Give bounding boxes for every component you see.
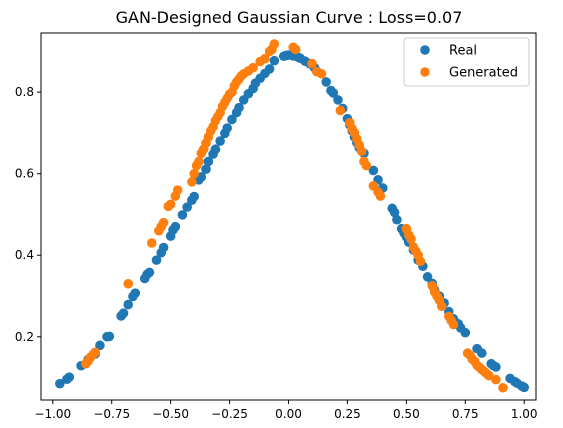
data-point bbox=[215, 136, 225, 146]
data-point bbox=[165, 199, 176, 210]
legend: Real Generated bbox=[403, 37, 530, 87]
data-point bbox=[203, 156, 214, 167]
data-point bbox=[123, 299, 134, 310]
data-point bbox=[476, 348, 487, 358]
y-axis: 0.2 0.4 0.6 0.8 bbox=[15, 85, 41, 344]
data-point bbox=[406, 234, 416, 244]
data-point bbox=[333, 95, 343, 105]
data-point bbox=[328, 88, 339, 98]
data-point bbox=[95, 340, 105, 351]
x-tick-label: 0.25 bbox=[334, 407, 361, 421]
data-point bbox=[448, 319, 459, 330]
data-point bbox=[260, 53, 270, 64]
series-real bbox=[55, 50, 530, 393]
data-point bbox=[146, 238, 157, 248]
data-point bbox=[460, 327, 471, 338]
data-point bbox=[321, 77, 332, 87]
data-point bbox=[248, 62, 258, 73]
x-tick-label: −0.25 bbox=[211, 407, 248, 421]
data-point bbox=[118, 308, 129, 318]
data-point bbox=[269, 55, 280, 66]
legend-marker bbox=[420, 67, 430, 77]
data-point bbox=[356, 146, 367, 157]
plot-points bbox=[55, 39, 530, 393]
data-point bbox=[172, 185, 183, 195]
data-point bbox=[484, 370, 494, 381]
data-point bbox=[182, 202, 192, 212]
data-point bbox=[436, 301, 447, 312]
data-point bbox=[64, 372, 75, 382]
data-point bbox=[90, 347, 101, 358]
data-point bbox=[222, 123, 233, 133]
data-point bbox=[389, 207, 400, 218]
data-point bbox=[55, 378, 65, 389]
x-tick-label: −1.00 bbox=[34, 407, 71, 421]
data-point bbox=[227, 114, 237, 125]
data-point bbox=[123, 278, 134, 289]
data-point bbox=[234, 102, 244, 113]
data-point bbox=[194, 156, 204, 167]
chart-title: GAN-Designed Gaussian Curve : Loss=0.07 bbox=[116, 8, 463, 27]
data-point bbox=[415, 256, 426, 267]
data-point bbox=[316, 68, 327, 79]
data-point bbox=[130, 288, 141, 298]
data-point bbox=[498, 382, 508, 393]
x-tick-label: −0.50 bbox=[152, 407, 189, 421]
data-point bbox=[158, 217, 169, 228]
data-point bbox=[170, 221, 181, 232]
x-axis: −1.00 −0.75 −0.50 −0.25 0.00 0.25 0.50 0.75 1.00 bbox=[34, 400, 538, 421]
data-point bbox=[269, 39, 280, 49]
data-point bbox=[151, 255, 162, 265]
data-point bbox=[104, 331, 115, 342]
data-point bbox=[361, 160, 372, 171]
data-point bbox=[290, 44, 301, 55]
data-point bbox=[177, 210, 188, 220]
plot-frame bbox=[40, 32, 537, 401]
data-point bbox=[210, 144, 221, 155]
data-point bbox=[307, 58, 317, 69]
series-generated bbox=[80, 39, 508, 393]
data-point bbox=[158, 242, 169, 253]
x-tick-label: 1.00 bbox=[511, 407, 538, 421]
data-point bbox=[335, 105, 346, 116]
x-tick-label: −0.75 bbox=[93, 407, 130, 421]
data-point bbox=[392, 214, 402, 225]
legend-box bbox=[403, 37, 530, 87]
data-point bbox=[201, 164, 211, 174]
y-tick-label: 0.8 bbox=[15, 85, 34, 99]
y-tick-label: 0.2 bbox=[15, 330, 34, 344]
data-point bbox=[189, 191, 200, 202]
data-point bbox=[187, 177, 197, 187]
y-tick-label: 0.4 bbox=[15, 248, 34, 262]
x-tick-label: 0.50 bbox=[393, 407, 420, 421]
data-point bbox=[144, 267, 155, 278]
legend-label: Generated bbox=[449, 66, 518, 81]
data-point bbox=[368, 165, 379, 176]
x-tick-label: 0.00 bbox=[275, 407, 302, 421]
x-tick-label: 0.75 bbox=[452, 407, 479, 421]
data-point bbox=[519, 382, 530, 393]
y-tick-label: 0.6 bbox=[15, 167, 34, 181]
legend-label: Real bbox=[449, 44, 477, 59]
data-point bbox=[189, 168, 200, 179]
data-point bbox=[491, 362, 501, 372]
data-point bbox=[264, 64, 275, 74]
data-point bbox=[491, 374, 501, 385]
data-point bbox=[375, 191, 386, 201]
legend-marker bbox=[420, 45, 430, 55]
